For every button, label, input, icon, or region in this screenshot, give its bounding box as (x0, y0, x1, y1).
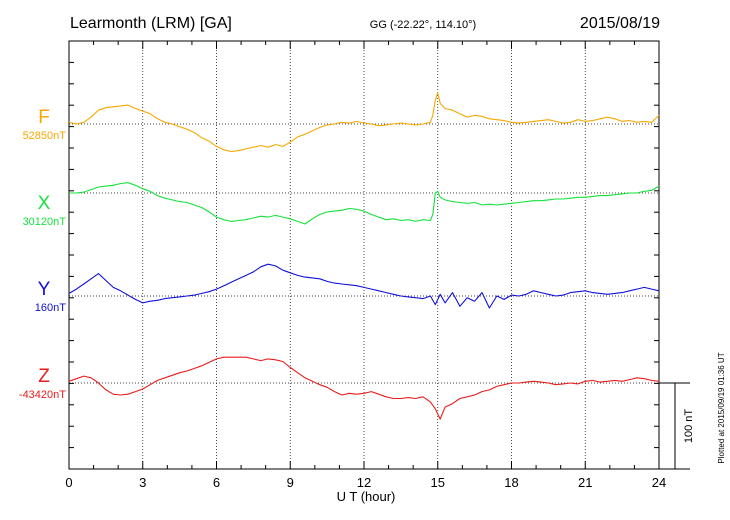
trace-f (68, 92, 660, 153)
trace-x (69, 182, 660, 225)
plotted-at-note: Plotted at 2015/09/19 01:36 UT (717, 352, 726, 463)
scale-bar: 100 nT (659, 382, 695, 470)
series-label-x: X (38, 193, 51, 214)
series-label-z: Z (38, 366, 50, 387)
axis-ticks (68, 40, 660, 470)
x-tick-label: 0 (65, 475, 72, 490)
x-tick-label: 15 (431, 475, 445, 490)
series-baseline-y: 160nT (35, 302, 66, 314)
grid-lines (142, 41, 586, 469)
station-title: Learmonth (LRM) [GA] (70, 15, 232, 32)
x-axis-title: U T (hour) (337, 489, 396, 504)
series-baseline-x: 30120nT (23, 216, 67, 228)
x-tick-label: 3 (139, 475, 146, 490)
series-labels: F 52850nT X 30120nT Y 160nT Z -43420nT (19, 107, 66, 401)
x-tick-labels: 0 3 6 9 12 15 18 21 24 (65, 475, 666, 490)
trace-z (68, 356, 660, 420)
x-tick-label: 12 (357, 475, 371, 490)
series-baseline-f: 52850nT (23, 130, 67, 142)
x-tick-label: 18 (504, 475, 518, 490)
series-traces (68, 92, 660, 420)
series-baseline-z: -43420nT (19, 389, 66, 401)
x-tick-label: 9 (287, 475, 294, 490)
trace-y (68, 263, 660, 309)
series-label-f: F (38, 107, 50, 128)
plot-date: 2015/08/19 (580, 15, 660, 32)
x-tick-label: 6 (213, 475, 220, 490)
scale-bar-label: 100 nT (683, 409, 695, 444)
x-tick-label: 21 (578, 475, 592, 490)
baselines (69, 123, 659, 384)
series-label-y: Y (38, 279, 51, 300)
x-tick-label: 24 (652, 475, 666, 490)
station-coordinates: GG (-22.22°, 114.10°) (370, 19, 476, 31)
